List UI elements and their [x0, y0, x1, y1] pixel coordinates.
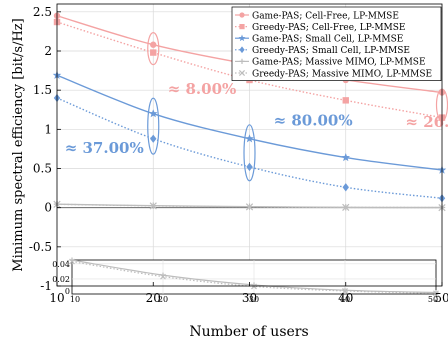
data-point-marker	[150, 134, 157, 143]
y-tick-label: -0.5	[29, 240, 52, 254]
gain-annotation: ≈ 37.00%	[65, 139, 144, 157]
main-ticks: 10 20 30 40 50 -1 -0.5 0 0.5 1 1.5 2 2.5	[29, 5, 448, 305]
inset-x-tick-label: 20	[158, 295, 168, 304]
data-point-marker	[342, 97, 349, 104]
y-tick-label: 0.5	[33, 162, 52, 176]
data-point-marker	[150, 49, 157, 56]
legend-label: Greedy-PAS; Cell-Free, LP-MMSE	[252, 23, 406, 33]
gain-annotation: ≈ 80.00%	[274, 111, 353, 129]
legend-label: Game-PAS; Small Cell, LP-MMSE	[252, 35, 403, 45]
inset-series-line	[71, 260, 437, 294]
data-point-marker	[433, 290, 439, 297]
legend-label: Greedy-PAS; Small Cell, LP-MMSE	[252, 46, 410, 56]
comparison-ellipse	[243, 124, 256, 182]
data-point-marker	[160, 273, 166, 280]
y-tick-label: 2	[44, 44, 52, 58]
y-tick-label: 1	[44, 122, 52, 136]
legend-entry: Game-PAS; Massive MIMO, LP-MMSE	[235, 58, 426, 68]
data-point-marker	[150, 41, 157, 48]
inset-y-tick-label: 0.02	[52, 275, 70, 284]
legend-entry: Greedy-PAS; Small Cell, LP-MMSE	[235, 46, 410, 56]
inset-plot: 10 20 30 40 50 0 0.02 0.04	[52, 257, 439, 304]
inset-x-tick-label: 30	[249, 295, 259, 304]
x-tick-label: 40	[338, 291, 353, 305]
y-axis-label: Minimum spectral efficiency [bit/s/Hz]	[11, 18, 26, 271]
y-tick-label: 0	[44, 201, 52, 215]
legend-label: Greedy-PAS; Massive MIMO, LP-MMSE	[252, 69, 432, 79]
legend-label: Game-PAS; Cell-Free, LP-MMSE	[252, 11, 399, 21]
comparison-ellipse	[147, 97, 160, 155]
legend-label: Game-PAS; Massive MIMO, LP-MMSE	[252, 58, 426, 68]
x-tick-label: 20	[146, 291, 161, 305]
data-point-marker	[251, 283, 257, 290]
legend-entry: Greedy-PAS; Massive MIMO, LP-MMSE	[235, 69, 432, 79]
comparison-ellipse	[147, 32, 160, 66]
data-point-marker	[239, 46, 245, 54]
inset-x-tick-label: 10	[70, 295, 80, 304]
data-point-marker	[238, 34, 246, 42]
data-point-marker	[342, 203, 350, 211]
data-point-marker	[239, 58, 245, 64]
data-point-marker	[245, 134, 254, 143]
x-tick-label: 10	[49, 291, 64, 305]
data-point-marker	[245, 203, 254, 211]
legend-entry: Game-PAS; Small Cell, LP-MMSE	[235, 35, 403, 45]
x-axis-label: Number of users	[189, 324, 308, 340]
inset-y-tick-label: 0	[65, 287, 70, 296]
data-point-marker	[69, 258, 75, 265]
data-point-marker	[341, 153, 351, 162]
data-point-marker	[246, 162, 253, 172]
legend-entry: Game-PAS; Cell-Free, LP-MMSE	[235, 11, 399, 21]
inset-y-tick-label: 0.04	[52, 260, 70, 269]
legend: Game-PAS; Cell-Free, LP-MMSE Greedy-PAS; …	[231, 6, 442, 81]
data-point-marker	[342, 288, 348, 294]
data-point-marker	[342, 183, 349, 192]
x-tick-label: 30	[242, 291, 257, 305]
annotation-group: ≈ 8.00% ≈ 26.00% ≈ 80.00% ≈ 37.00%	[65, 80, 448, 157]
data-point-marker	[239, 24, 245, 30]
inset-x-tick-label: 50	[428, 295, 438, 304]
gain-annotation: ≈ 8.00%	[168, 80, 237, 98]
x-tick-label: 50	[434, 291, 448, 305]
data-point-marker	[239, 12, 245, 18]
legend-entry: Greedy-PAS; Cell-Free, LP-MMSE	[235, 23, 406, 33]
inset-x-tick-label: 40	[340, 295, 350, 304]
data-point-marker	[238, 69, 246, 77]
gain-annotation: ≈ 26.00%	[405, 113, 448, 131]
legend-box	[231, 6, 442, 81]
y-tick-label: 2.5	[33, 5, 52, 19]
data-point-marker	[148, 109, 158, 118]
y-tick-label: -1	[40, 279, 52, 293]
y-tick-label: 1.5	[33, 83, 52, 97]
data-point-marker	[149, 202, 157, 210]
